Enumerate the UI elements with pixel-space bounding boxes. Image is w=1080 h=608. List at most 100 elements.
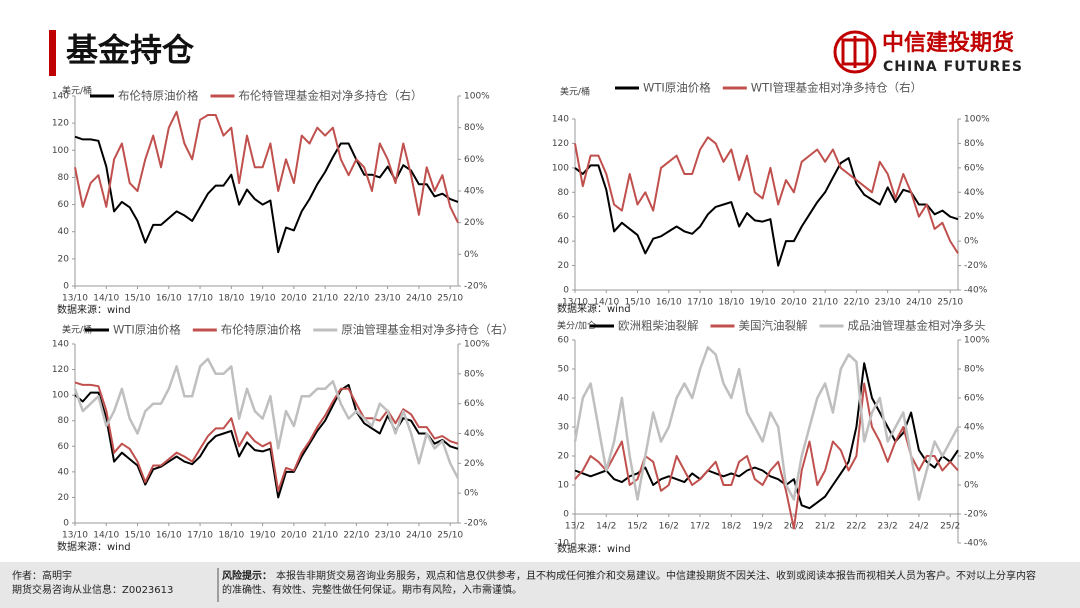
logo-ring: [833, 30, 877, 74]
y2-tick-label: -20%: [464, 519, 488, 529]
y-tick-label: 80: [58, 416, 70, 426]
y-tick-label: 20: [558, 452, 570, 462]
series-line: [574, 136, 959, 254]
y-tick-label: 80: [558, 188, 570, 198]
x-tick-label: 19/10: [750, 298, 776, 308]
y2-tick-label: 20%: [964, 452, 984, 462]
legend-label: WTI原油价格: [113, 323, 181, 337]
x-tick-label: 21/10: [312, 531, 338, 541]
x-tick-label: 25/10: [437, 531, 463, 541]
y-tick-label: 100: [552, 163, 569, 173]
x-tick-label: 18/10: [218, 531, 244, 541]
y2-tick-label: 100%: [464, 92, 490, 102]
x-tick-label: 23/10: [375, 294, 401, 304]
series-line: [74, 381, 459, 492]
legend-label: 布伦特原油价格: [221, 323, 302, 337]
x-tick-label: 14/10: [593, 298, 619, 308]
x-tick-label: 24/2: [909, 522, 929, 532]
y2-tick-label: -20%: [964, 510, 988, 520]
y-tick-label: 20: [58, 493, 70, 503]
x-tick-label: 15/10: [125, 294, 151, 304]
y-tick-label: 20: [58, 254, 70, 264]
y2-tick-label: 40%: [464, 429, 484, 439]
x-tick-label: 25/10: [937, 298, 963, 308]
y2-tick-label: 80%: [964, 139, 984, 149]
y2-tick-label: -40%: [964, 539, 988, 549]
y-tick-label: 0: [563, 510, 569, 520]
source-note: 数据来源：wind: [57, 303, 131, 316]
y-axis-unit: 美元/桶: [62, 85, 92, 97]
y2-tick-label: 20%: [464, 218, 484, 228]
y-tick-label: 0: [63, 519, 69, 529]
x-tick-label: 17/10: [687, 298, 713, 308]
y2-tick-label: 40%: [464, 187, 484, 197]
x-tick-label: 13/10: [62, 294, 88, 304]
legend-label: 布伦特管理基金相对净多持仓（右）: [239, 89, 423, 103]
x-tick-label: 18/10: [218, 294, 244, 304]
x-tick-label: 22/2: [846, 522, 866, 532]
y-tick-label: 120: [552, 139, 569, 149]
y2-tick-label: -20%: [964, 261, 988, 271]
y-axis-unit: 美元/桶: [62, 324, 92, 336]
title-bar: [49, 30, 56, 76]
x-tick-label: 16/10: [156, 531, 182, 541]
y-tick-label: 50: [558, 365, 570, 375]
y-tick-label: 100: [52, 146, 69, 156]
series-line: [574, 362, 959, 510]
legend-label: 成品油管理基金相对净多头: [848, 319, 986, 333]
y-tick-label: 140: [552, 115, 569, 125]
y2-tick-label: 0%: [964, 481, 979, 491]
x-tick-label: 15/10: [125, 531, 151, 541]
x-tick-label: 22/10: [343, 294, 369, 304]
y-tick-label: 80: [58, 173, 70, 183]
y2-tick-label: 80%: [464, 123, 484, 133]
series-line: [574, 157, 959, 267]
x-tick-label: 16/10: [156, 294, 182, 304]
x-tick-label: 19/10: [250, 531, 276, 541]
x-tick-label: 13/2: [565, 522, 585, 532]
y2-tick-label: -40%: [964, 286, 988, 296]
x-tick-label: 23/10: [875, 298, 901, 308]
y2-tick-label: 60%: [464, 155, 484, 165]
legend-label: 布伦特原油价格: [118, 89, 199, 103]
y-tick-label: 140: [52, 92, 69, 102]
y2-tick-label: 60%: [964, 163, 984, 173]
y2-tick-label: 20%: [964, 212, 984, 222]
y2-tick-label: 60%: [964, 394, 984, 404]
legend-label: 美国汽油裂解: [739, 319, 808, 333]
y-tick-label: 120: [52, 119, 69, 129]
y-tick-label: 60: [58, 200, 70, 210]
slide-title: 基金持仓: [66, 31, 195, 69]
x-tick-label: 22/10: [843, 298, 869, 308]
footer-band: [0, 562, 1080, 608]
source-note: 数据来源：wind: [557, 302, 631, 315]
x-tick-label: 25/10: [437, 294, 463, 304]
series-line: [74, 383, 459, 499]
x-tick-label: 18/2: [721, 522, 741, 532]
x-tick-label: 17/10: [187, 294, 213, 304]
series-line: [574, 382, 959, 530]
source-note: 数据来源：wind: [57, 540, 131, 553]
x-tick-label: 14/10: [93, 294, 119, 304]
x-tick-label: 13/10: [562, 298, 588, 308]
y-tick-label: 40: [58, 227, 70, 237]
x-tick-label: 20/10: [281, 294, 307, 304]
x-tick-label: 15/2: [627, 522, 647, 532]
y2-tick-label: 100%: [964, 336, 990, 346]
x-tick-label: 22/10: [343, 531, 369, 541]
y-tick-label: 30: [558, 423, 570, 433]
x-tick-label: 16/2: [659, 522, 679, 532]
y2-tick-label: 80%: [964, 365, 984, 375]
y-tick-label: 40: [558, 237, 570, 247]
series-line: [74, 110, 459, 224]
x-tick-label: 17/2: [690, 522, 710, 532]
x-tick-label: 24/10: [406, 294, 432, 304]
series-line: [573, 346, 960, 501]
y2-tick-label: 0%: [464, 489, 479, 499]
x-tick-label: 23/2: [878, 522, 898, 532]
x-tick-label: 14/10: [93, 531, 119, 541]
x-tick-label: 13/10: [62, 531, 88, 541]
x-tick-label: 25/2: [940, 522, 960, 532]
x-tick-label: 20/10: [281, 531, 307, 541]
